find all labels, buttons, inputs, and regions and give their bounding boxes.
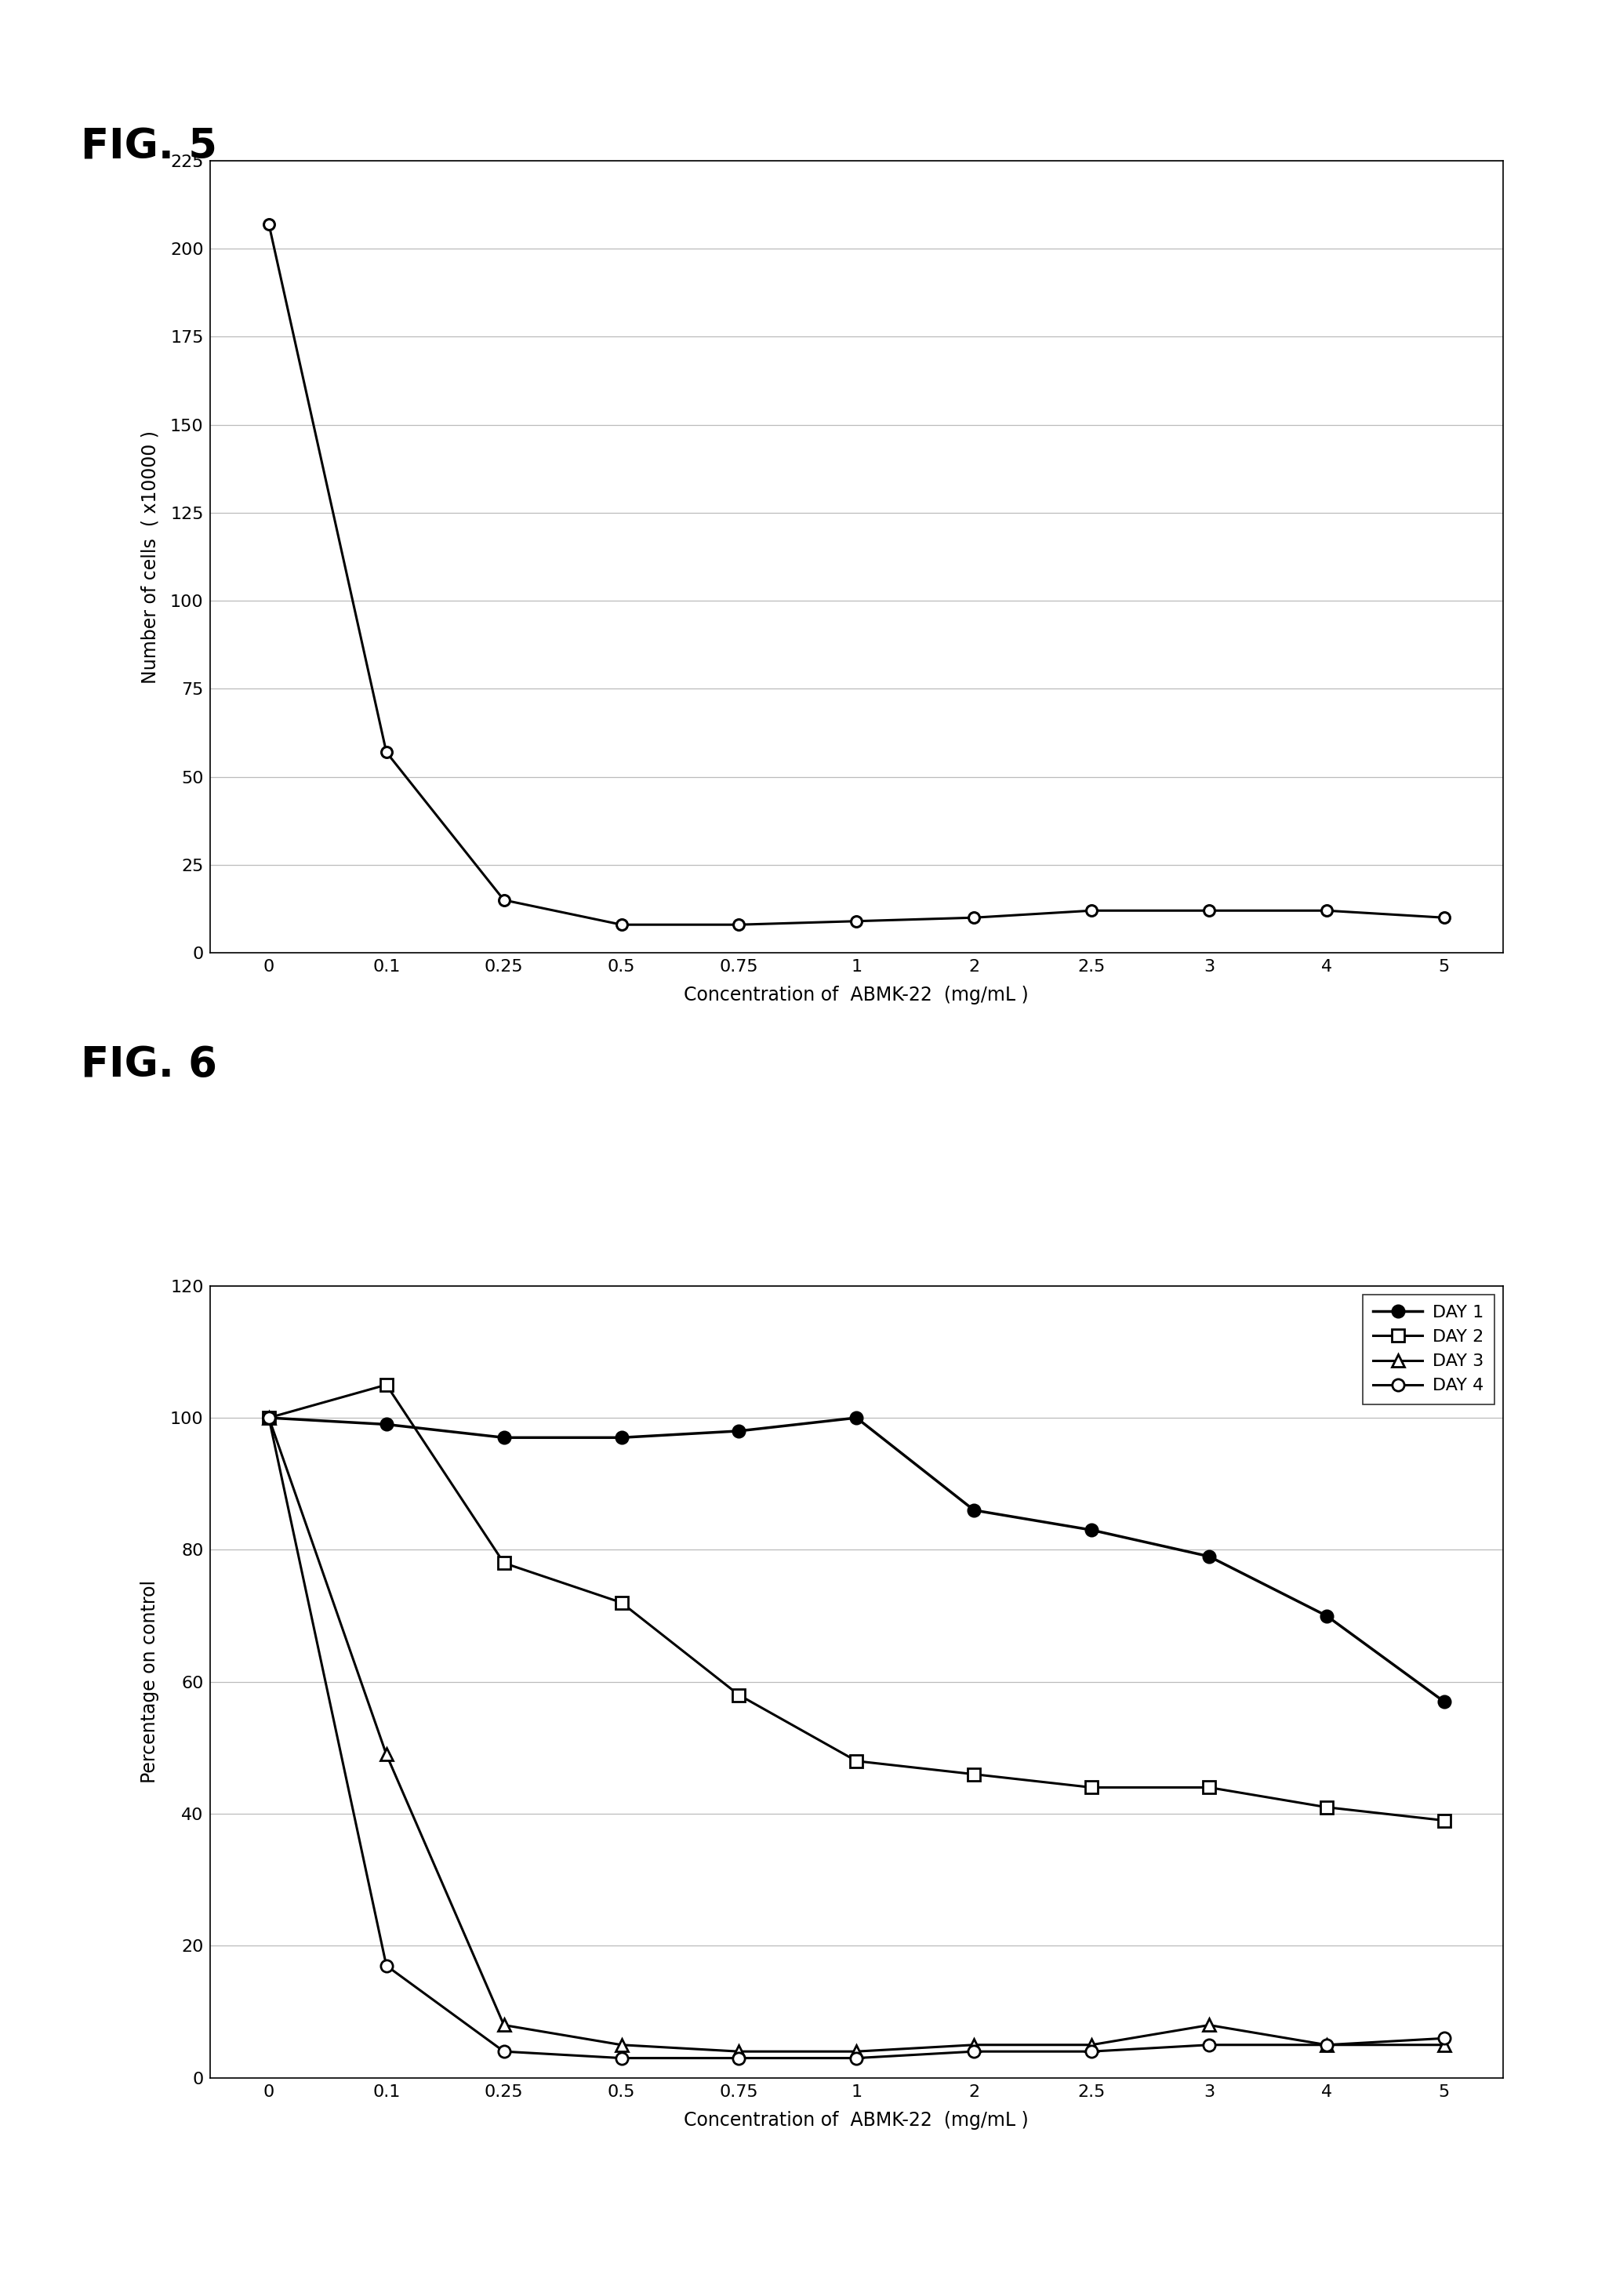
Text: FIG. 5: FIG. 5 [81, 126, 217, 168]
X-axis label: Concentration of  ABMK-22  (mg/mL ): Concentration of ABMK-22 (mg/mL ) [684, 2110, 1029, 2131]
DAY 3 [1199, 2011, 1218, 2039]
DAY 3 [729, 2039, 748, 2066]
DAY 1 [965, 1497, 984, 1525]
DAY 4 [377, 1952, 396, 1979]
DAY 1 [259, 1403, 278, 1433]
DAY 3 [1081, 2032, 1100, 2060]
DAY 3 [612, 2032, 632, 2060]
DAY 2 [259, 1403, 278, 1433]
Line: DAY 3: DAY 3 [263, 1412, 1450, 2057]
Y-axis label: Number of cells  ( x10000 ): Number of cells ( x10000 ) [141, 429, 160, 684]
DAY 1 [1317, 1603, 1336, 1630]
DAY 3 [494, 2011, 514, 2039]
DAY 1 [377, 1410, 396, 1437]
DAY 4 [1199, 2032, 1218, 2060]
DAY 1 [1435, 1688, 1454, 1715]
DAY 1 [494, 1424, 514, 1451]
DAY 2 [729, 1681, 748, 1708]
DAY 3 [965, 2032, 984, 2060]
DAY 3 [847, 2039, 866, 2066]
DAY 1 [847, 1403, 866, 1433]
DAY 3 [1317, 2032, 1336, 2060]
DAY 4 [259, 1403, 278, 1433]
DAY 4 [1435, 2025, 1454, 2053]
DAY 2 [1199, 1773, 1218, 1800]
DAY 2 [965, 1761, 984, 1789]
DAY 1 [612, 1424, 632, 1451]
DAY 4 [1317, 2032, 1336, 2060]
DAY 4 [494, 2039, 514, 2066]
DAY 2 [494, 1550, 514, 1577]
Legend: DAY 1, DAY 2, DAY 3, DAY 4: DAY 1, DAY 2, DAY 3, DAY 4 [1362, 1295, 1495, 1405]
DAY 4 [729, 2043, 748, 2071]
X-axis label: Concentration of  ABMK-22  (mg/mL ): Concentration of ABMK-22 (mg/mL ) [684, 985, 1029, 1006]
Text: FIG. 6: FIG. 6 [81, 1045, 217, 1086]
Y-axis label: Percentage on control: Percentage on control [141, 1580, 160, 1784]
DAY 4 [847, 2043, 866, 2071]
DAY 2 [1317, 1793, 1336, 1821]
DAY 2 [1081, 1773, 1100, 1800]
DAY 2 [377, 1371, 396, 1398]
DAY 1 [1081, 1515, 1100, 1543]
DAY 4 [965, 2039, 984, 2066]
Line: DAY 1: DAY 1 [263, 1412, 1450, 1708]
DAY 3 [377, 1740, 396, 1768]
Line: DAY 2: DAY 2 [263, 1380, 1450, 1825]
DAY 1 [1199, 1543, 1218, 1570]
DAY 3 [259, 1403, 278, 1433]
Line: DAY 4: DAY 4 [263, 1412, 1450, 2064]
DAY 2 [1435, 1807, 1454, 1835]
DAY 4 [612, 2043, 632, 2071]
DAY 2 [847, 1747, 866, 1775]
DAY 2 [612, 1589, 632, 1616]
DAY 4 [1081, 2039, 1100, 2066]
DAY 3 [1435, 2032, 1454, 2060]
DAY 1 [729, 1417, 748, 1444]
